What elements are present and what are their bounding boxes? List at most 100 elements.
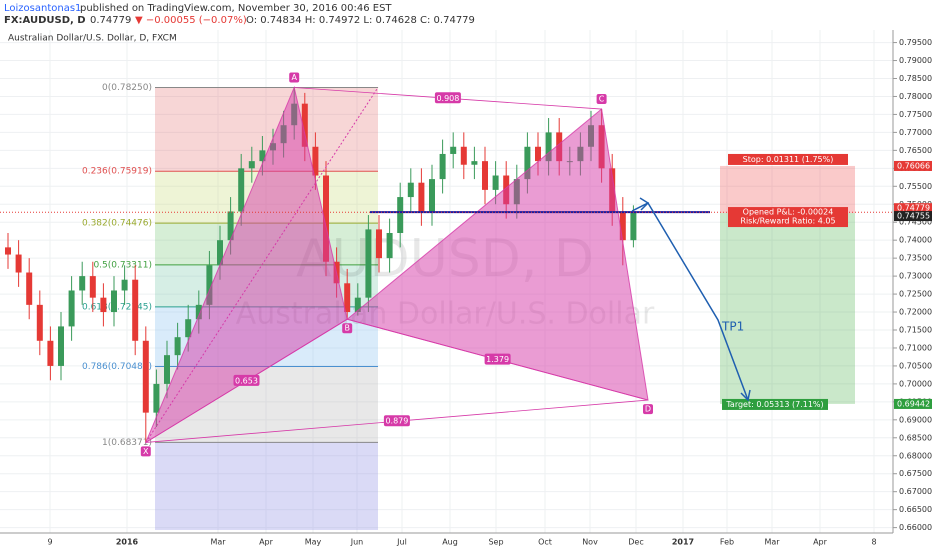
fib-label: 0.382(0.74476) [82, 219, 152, 229]
candle-body [301, 103, 308, 147]
point-box [342, 323, 353, 334]
ratio-label: 1.379 [486, 355, 509, 364]
y-tick-label: 0.74000 [899, 236, 932, 245]
target-text: Target: 0.05313 (7.11%) [725, 400, 823, 409]
y-tick-label: 0.71000 [899, 343, 932, 352]
stop-text: Stop: 0.01311 (1.75%) [743, 155, 834, 164]
pnl-box [728, 207, 848, 228]
x-tick-label: Mar [210, 538, 226, 547]
fib-band [155, 442, 378, 530]
candle-body [545, 132, 552, 162]
candle-body [471, 161, 478, 165]
candle-body [47, 340, 54, 366]
price-tag-label: 0.74755 [897, 212, 930, 221]
candle-body [418, 182, 425, 212]
candle-body [259, 150, 266, 162]
y-tick-label: 0.66000 [899, 523, 932, 532]
candle-body [26, 272, 33, 305]
price-tag [894, 211, 932, 222]
x-tick-label: Oct [538, 538, 552, 547]
candle-body [344, 283, 351, 313]
y-tick-label: 0.73000 [899, 272, 932, 281]
ratio-label: 0.653 [235, 376, 258, 385]
x-tick-label: May [305, 538, 322, 547]
x-tick-label: Jul [396, 538, 407, 547]
candle-body [238, 168, 245, 212]
candle-body [68, 290, 75, 327]
x-tick-label: 8 [871, 538, 876, 547]
ratio-label: 0.908 [436, 94, 459, 103]
candle-body [524, 146, 531, 180]
x-tick-label: Jun [350, 538, 364, 547]
price-tag [894, 398, 932, 409]
y-tick-label: 0.70500 [899, 361, 932, 370]
y-tick-label: 0.67500 [899, 469, 932, 478]
x-tick-label: Apr [259, 538, 274, 547]
price-tag-label: 0.76066 [897, 161, 930, 170]
candle-body [323, 175, 329, 262]
x-tick-label: 9 [47, 538, 52, 547]
point-label: D [645, 405, 651, 414]
candle-body [439, 153, 446, 180]
candle-body [312, 146, 319, 176]
ratio-box [484, 353, 511, 365]
y-tick-label: 0.79500 [899, 38, 932, 47]
published: published on TradingView.com, November 3… [80, 3, 392, 14]
candle-body [164, 355, 170, 384]
candle-body [217, 240, 223, 266]
y-tick-label: 0.78000 [899, 92, 932, 101]
ratio-label: 0.879 [385, 417, 408, 426]
target-box [722, 398, 828, 410]
candle-body [142, 340, 149, 413]
x-tick-label: Sep [488, 538, 503, 547]
y-tick-label: 0.71500 [899, 326, 932, 335]
price-tag [894, 203, 932, 214]
ratio-box [233, 374, 260, 386]
x-tick-label: Aug [442, 538, 458, 547]
point-box [596, 94, 607, 105]
point-label: X [143, 447, 149, 456]
pnl-text: Opened P&L: -0.00024 [743, 208, 834, 217]
candle-body [482, 161, 488, 190]
y-tick-label: 0.78500 [899, 74, 932, 83]
y-tick-label: 0.70000 [899, 379, 932, 388]
rr-text: Risk/Reward Ratio: 4.05 [740, 217, 835, 226]
x-tick-label: 2016 [116, 538, 139, 547]
arrow-heads [639, 197, 751, 402]
x-tick-label: Nov [582, 538, 598, 547]
pattern-line [145, 87, 379, 443]
last: 0.74779 [90, 15, 131, 26]
x-tick-label: Dec [628, 538, 643, 547]
fib-label: 0.5(0.73311) [93, 260, 152, 270]
point-box [643, 404, 653, 415]
y-tick-label: 0.77000 [899, 128, 932, 137]
x-tick-label: Mar [764, 538, 780, 547]
candle-body [132, 279, 139, 341]
candle-body [36, 304, 43, 341]
author[interactable]: Loizosantonas1 [4, 3, 81, 14]
y-tick-label: 0.72000 [899, 308, 932, 317]
candle-body [174, 337, 181, 356]
candle-body [354, 297, 361, 313]
candle-body [185, 319, 192, 338]
fib-label: 0(0.78250) [102, 83, 152, 93]
candle-body [89, 276, 96, 298]
fib-label: 0.786(0.70485) [82, 362, 152, 372]
change: ▼ −0.00055 (−0.07%) [135, 15, 247, 26]
candle-body [79, 276, 86, 291]
ohlc: O: 0.74834 H: 0.74972 L: 0.74628 C: 0.74… [246, 15, 475, 26]
price-tag-label: 0.74779 [897, 204, 930, 213]
y-tick-label: 0.66500 [899, 505, 932, 514]
candle-body [100, 297, 107, 313]
y-tick-label: 0.74500 [899, 218, 932, 227]
y-tick-label: 0.72500 [899, 290, 932, 299]
y-tick-label: 0.73500 [899, 254, 932, 263]
point-box [140, 446, 151, 457]
y-tick-label: 0.67000 [899, 487, 932, 496]
candle-body [111, 290, 117, 313]
y-tick-label: 0.75500 [899, 182, 932, 191]
projection-arrow [631, 202, 749, 401]
y-tick-label: 0.77500 [899, 110, 932, 119]
tp-label: TP1 [721, 320, 744, 334]
